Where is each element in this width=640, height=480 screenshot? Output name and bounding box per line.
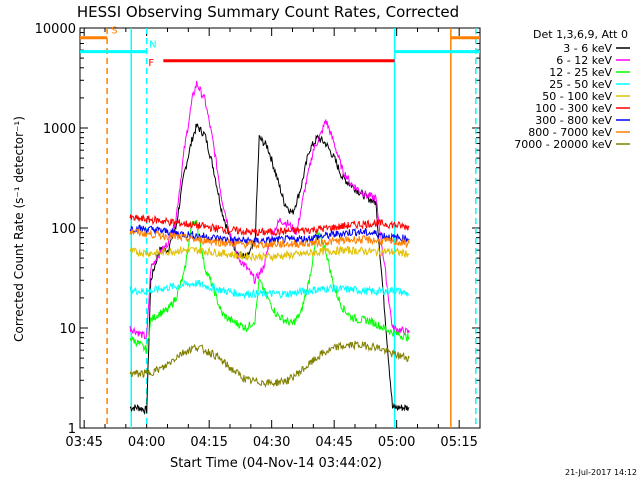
series-line bbox=[129, 213, 410, 237]
y-tick-label: 1 bbox=[68, 422, 76, 437]
footer-timestamp: 21-Jul-2017 14:12 bbox=[565, 468, 637, 477]
state-label-s: S bbox=[111, 26, 117, 37]
y-tick-label: 10 bbox=[59, 322, 76, 337]
series-line bbox=[129, 340, 410, 389]
x-tick-label: 04:15 bbox=[190, 435, 227, 450]
x-axis-label: Start Time (04-Nov-14 03:44:02) bbox=[170, 456, 382, 471]
state-label-f: F bbox=[148, 58, 154, 69]
legend-label: 50 - 100 keV bbox=[542, 90, 612, 103]
series-line bbox=[129, 245, 410, 263]
legend-header: Det 1,3,6,9, Att 0 bbox=[533, 28, 628, 41]
y-tick-label: 100 bbox=[51, 222, 76, 237]
legend-label: 12 - 25 keV bbox=[549, 66, 612, 79]
x-tick-label: 05:00 bbox=[378, 435, 415, 450]
legend-label: 25 - 50 keV bbox=[549, 78, 612, 91]
series-line bbox=[129, 80, 410, 340]
series-line bbox=[129, 220, 410, 354]
x-tick-label: 04:00 bbox=[128, 435, 165, 450]
legend-label: 3 - 6 keV bbox=[563, 42, 612, 55]
y-axis-label: Corrected Count Rate (s⁻¹ detector⁻¹) bbox=[12, 116, 26, 342]
y-tick-label: 10000 bbox=[35, 22, 76, 37]
series-line bbox=[129, 224, 410, 245]
plot-area: 1 10 100 1000 10000 03:45 04:00 04:15 04:30 04:45… bbox=[35, 22, 481, 450]
chart-title: HESSI Observing Summary Count Rates, Cor… bbox=[77, 3, 459, 21]
series-line bbox=[129, 228, 410, 250]
legend-label: 100 - 300 keV bbox=[535, 102, 612, 115]
series-line bbox=[129, 123, 410, 415]
legend-label: 7000 - 20000 keV bbox=[514, 138, 612, 151]
legend-label: 800 - 7000 keV bbox=[528, 126, 612, 139]
x-tick-label: 05:15 bbox=[440, 435, 477, 450]
x-tick-label: 04:45 bbox=[315, 435, 352, 450]
y-tick-label: 1000 bbox=[43, 122, 76, 137]
legend-label: 6 - 12 keV bbox=[556, 54, 612, 67]
legend-label: 300 - 800 keV bbox=[535, 114, 612, 127]
x-tick-label: 04:30 bbox=[253, 435, 290, 450]
series-line bbox=[129, 279, 410, 300]
state-label-n: N bbox=[149, 40, 156, 51]
x-tick-label: 03:45 bbox=[65, 435, 102, 450]
